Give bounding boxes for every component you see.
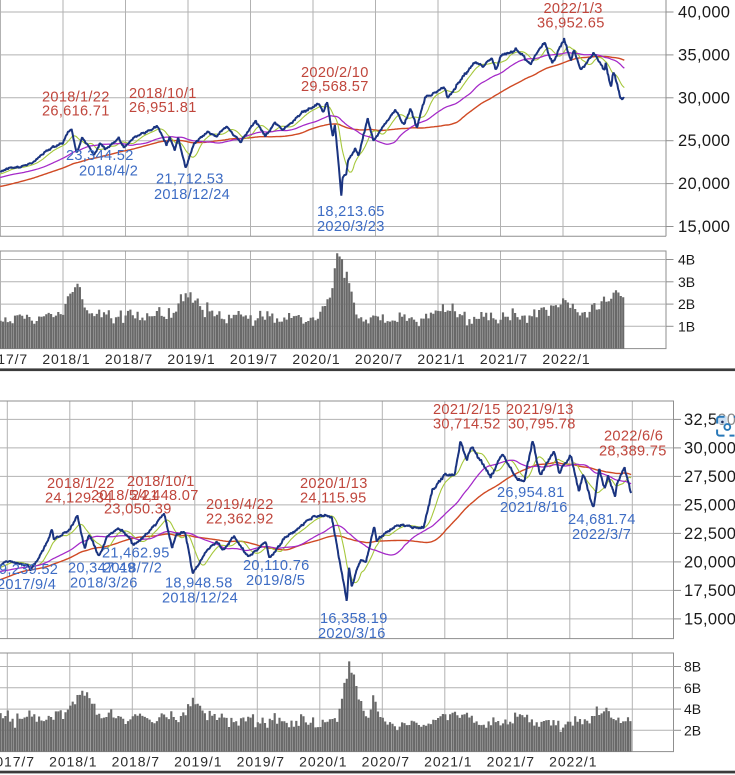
- svg-text:20,000: 20,000: [684, 553, 735, 571]
- svg-text:4B: 4B: [684, 701, 701, 717]
- svg-text:17,500: 17,500: [684, 582, 735, 600]
- svg-text:3B: 3B: [678, 274, 695, 290]
- svg-text:2018/7: 2018/7: [112, 754, 160, 770]
- svg-text:26,954.81: 26,954.81: [497, 485, 565, 501]
- svg-text:21,712.53: 21,712.53: [156, 172, 224, 188]
- svg-text:2018/12/24: 2018/12/24: [162, 591, 238, 607]
- svg-text:2018/10/1: 2018/10/1: [127, 474, 195, 490]
- svg-text:21,462.95: 21,462.95: [102, 546, 170, 562]
- svg-text:2018/10/1: 2018/10/1: [129, 86, 197, 102]
- svg-text:2022/1: 2022/1: [542, 351, 590, 367]
- svg-text:9,239.52: 9,239.52: [0, 562, 58, 578]
- svg-text:2018/3/26: 2018/3/26: [70, 576, 138, 592]
- svg-text:30,714.52: 30,714.52: [433, 417, 501, 433]
- svg-text:27,500: 27,500: [684, 468, 735, 486]
- svg-text:2020/1: 2020/1: [292, 351, 340, 367]
- svg-text:6B: 6B: [684, 680, 701, 696]
- svg-text:2018/1/22: 2018/1/22: [42, 90, 110, 106]
- svg-text:1B: 1B: [678, 318, 695, 334]
- svg-text:20,110.76: 20,110.76: [243, 558, 310, 574]
- svg-text:26,616.71: 26,616.71: [42, 104, 110, 120]
- svg-text:2021/1: 2021/1: [417, 351, 465, 367]
- svg-text:40,000: 40,000: [678, 4, 730, 22]
- svg-text:2020/2/10: 2020/2/10: [301, 65, 369, 81]
- svg-text:22,362.92: 22,362.92: [206, 512, 274, 528]
- svg-text:24,448.07: 24,448.07: [131, 488, 199, 504]
- svg-text:2017/7: 2017/7: [0, 351, 28, 367]
- svg-text:2020/3/16: 2020/3/16: [318, 626, 386, 642]
- svg-text:29,568.57: 29,568.57: [301, 79, 369, 95]
- svg-text:22,500: 22,500: [684, 525, 735, 543]
- svg-text:2021/7: 2021/7: [480, 351, 528, 367]
- svg-text:36,952.65: 36,952.65: [537, 16, 605, 32]
- svg-text:23,344.52: 23,344.52: [66, 148, 134, 164]
- svg-text:2B: 2B: [684, 722, 701, 738]
- svg-text:2019/1: 2019/1: [167, 351, 215, 367]
- svg-text:2019/4/22: 2019/4/22: [206, 497, 274, 513]
- svg-text:2019/1: 2019/1: [174, 754, 222, 770]
- svg-text:2018/12/24: 2018/12/24: [154, 187, 230, 203]
- svg-text:20,000: 20,000: [678, 175, 730, 193]
- svg-text:30,795.78: 30,795.78: [508, 417, 576, 433]
- svg-text:2020/1: 2020/1: [299, 754, 347, 770]
- svg-text:2019/7: 2019/7: [230, 351, 278, 367]
- svg-text:2017/9/4: 2017/9/4: [0, 577, 56, 593]
- svg-text:23,050.39: 23,050.39: [104, 502, 172, 518]
- svg-text:2018/1: 2018/1: [42, 351, 90, 367]
- svg-text:28,389.75: 28,389.75: [599, 444, 667, 460]
- svg-text:2018/1/22: 2018/1/22: [47, 476, 115, 492]
- svg-text:24,681.74: 24,681.74: [568, 512, 636, 528]
- svg-text:2017/7: 2017/7: [0, 754, 35, 770]
- svg-text:2022/6/6: 2022/6/6: [604, 429, 663, 445]
- svg-text:18,948.58: 18,948.58: [165, 576, 233, 592]
- svg-text:2020/1/13: 2020/1/13: [300, 476, 368, 492]
- svg-text:25,000: 25,000: [678, 132, 730, 150]
- svg-text:2018/4/2: 2018/4/2: [79, 164, 138, 180]
- svg-text:2018/7/2: 2018/7/2: [103, 561, 162, 577]
- svg-text:25,000: 25,000: [684, 496, 735, 514]
- svg-text:18,213.65: 18,213.65: [317, 204, 385, 220]
- svg-text:15,000: 15,000: [678, 218, 730, 236]
- svg-text:24,115.95: 24,115.95: [300, 491, 367, 507]
- svg-text:2021/1: 2021/1: [424, 754, 472, 770]
- svg-text:2019/7: 2019/7: [237, 754, 285, 770]
- svg-text:2B: 2B: [678, 296, 695, 312]
- svg-text:2021/8/16: 2021/8/16: [500, 500, 568, 516]
- svg-text:24,129.34: 24,129.34: [45, 491, 113, 507]
- svg-text:2018/5/21: 2018/5/21: [91, 488, 159, 504]
- svg-text:2019/8/5: 2019/8/5: [246, 573, 305, 589]
- svg-text:15,000: 15,000: [684, 610, 735, 628]
- svg-text:8B: 8B: [684, 659, 701, 675]
- svg-text:26,951.81: 26,951.81: [129, 100, 197, 116]
- svg-text:2020/7: 2020/7: [362, 754, 410, 770]
- svg-text:30,000: 30,000: [684, 439, 735, 457]
- svg-text:30,000: 30,000: [678, 89, 730, 107]
- svg-text:2020/7: 2020/7: [355, 351, 403, 367]
- svg-text:2021/9/13: 2021/9/13: [506, 402, 574, 418]
- svg-text:2022/1: 2022/1: [549, 754, 597, 770]
- svg-text:2018/1: 2018/1: [49, 754, 97, 770]
- svg-text:16,358.19: 16,358.19: [320, 611, 388, 627]
- svg-text:2021/2/15: 2021/2/15: [433, 402, 501, 418]
- svg-text:20,347.49: 20,347.49: [68, 561, 136, 577]
- svg-text:35,000: 35,000: [678, 46, 730, 64]
- svg-text:4B: 4B: [678, 252, 695, 268]
- svg-text:2022/3/7: 2022/3/7: [572, 527, 631, 543]
- svg-text:2021/7: 2021/7: [487, 754, 535, 770]
- svg-text:2018/7: 2018/7: [105, 351, 153, 367]
- svg-text:2020/3/23: 2020/3/23: [317, 219, 385, 235]
- svg-text:2022/1/3: 2022/1/3: [544, 1, 603, 17]
